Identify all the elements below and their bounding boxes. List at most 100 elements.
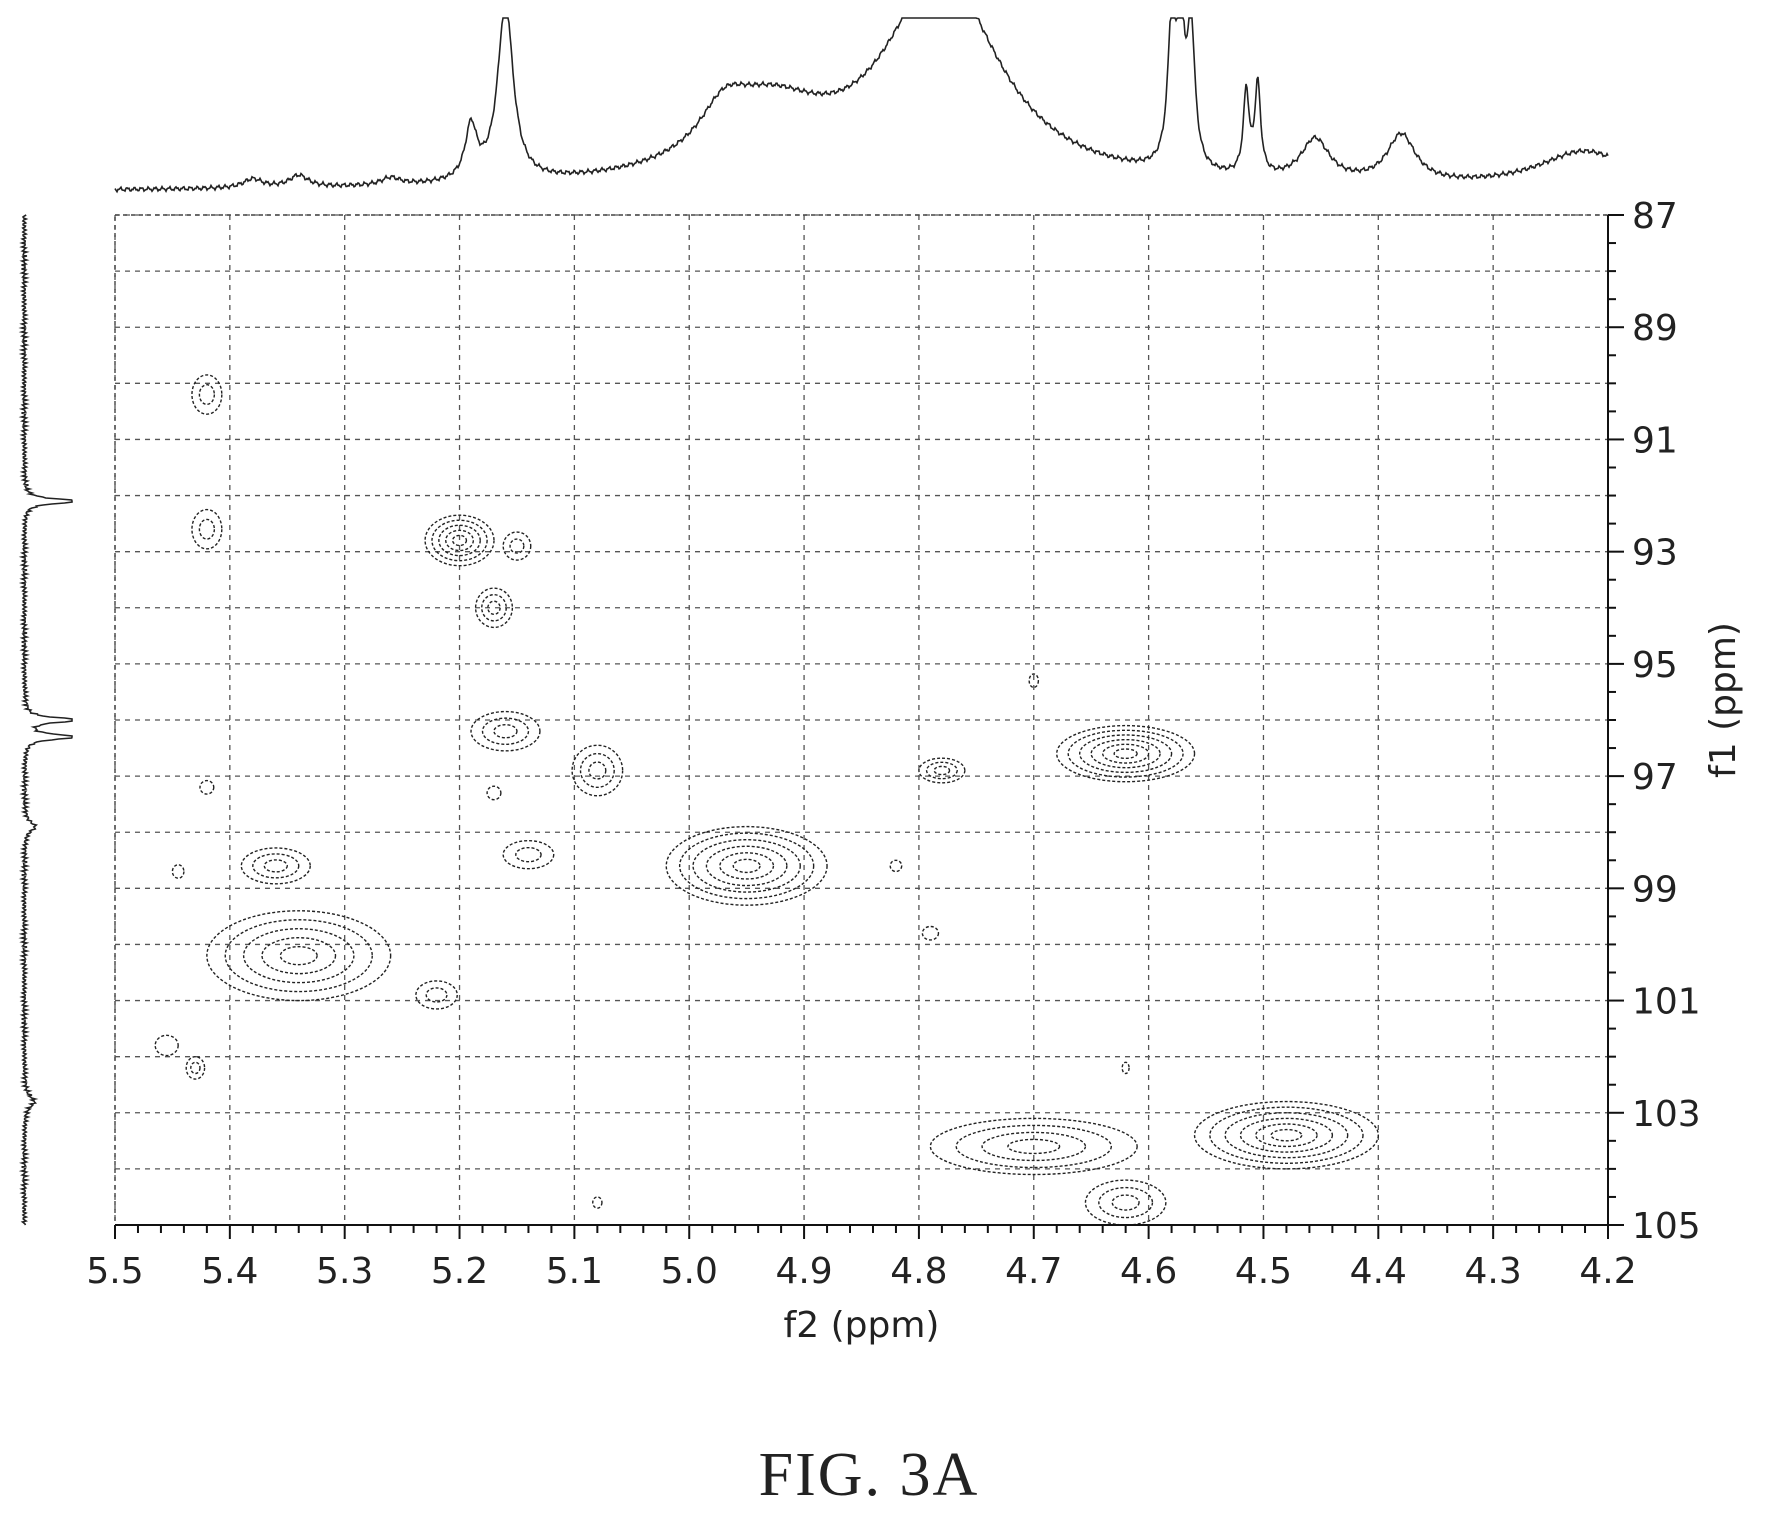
cross-peak-0-contour <box>191 374 223 415</box>
cross-peak-12-contour <box>692 839 801 893</box>
cross-peak-23-contour <box>1270 1128 1303 1142</box>
cross-peak-20 <box>154 1034 179 1057</box>
cross-peak-21-contour <box>185 1055 206 1080</box>
cross-peak-6 <box>571 744 624 797</box>
cross-peak-24-contour <box>981 1131 1087 1162</box>
cross-peak-23-contour <box>1209 1106 1364 1164</box>
cross-peak-23-contour <box>1224 1112 1349 1159</box>
cross-peak-1-contour <box>198 518 216 540</box>
cross-peak-9-contour <box>515 846 542 863</box>
cross-peak-2 <box>424 514 495 567</box>
cross-peak-25 <box>1084 1179 1167 1226</box>
x-tick-label: 4.7 <box>1005 1251 1062 1292</box>
y-tick-label: 97 <box>1632 757 1678 798</box>
cross-peak-17-contour <box>1056 724 1196 783</box>
cross-peak-10-contour <box>263 859 288 873</box>
y-axis: 87 89 91 93 95 97 99 101 103 105 <box>1607 196 1701 1247</box>
y-tick-label: 95 <box>1632 645 1678 686</box>
x-tick-label: 4.4 <box>1350 1251 1407 1292</box>
cross-peak-12-contour <box>732 858 761 874</box>
cross-peak-6-contour <box>588 761 607 780</box>
cross-peak-11 <box>171 864 185 879</box>
cross-peak-6-contour <box>579 752 615 789</box>
cross-peak-23-contour <box>1239 1117 1334 1153</box>
x-tick-label: 4.5 <box>1235 1251 1292 1292</box>
cross-peak-22 <box>1121 1061 1130 1075</box>
cross-peak-13-contour <box>889 859 903 873</box>
cross-peak-18-contour <box>279 945 318 966</box>
cross-peak-4-contour <box>481 593 507 622</box>
x-axis-title: f2 (ppm) <box>784 1305 940 1346</box>
y-tick-label: 99 <box>1632 869 1678 910</box>
cross-peak-16-contour <box>921 925 940 941</box>
x-tick-label: 4.6 <box>1120 1251 1177 1292</box>
cross-peak-7-contour <box>486 785 502 801</box>
cross-peak-1 <box>191 508 223 550</box>
cross-peak-10-contour <box>240 847 311 885</box>
cross-peak-24-contour <box>955 1124 1112 1169</box>
cross-peak-6-contour <box>571 744 624 797</box>
cross-peak-18 <box>206 910 392 1002</box>
cross-peak-23-contour <box>1255 1123 1318 1148</box>
cross-peak-21-contour <box>190 1061 201 1075</box>
x-tick-label: 4.3 <box>1465 1251 1522 1292</box>
cross-peak-23 <box>1193 1100 1380 1170</box>
f1-projection-trace <box>18 214 73 1226</box>
cross-peak-26 <box>592 1196 603 1209</box>
cross-peak-5-contour <box>470 710 541 752</box>
cross-peak-19-contour <box>425 987 448 1003</box>
cross-peak-14-contour <box>918 757 966 784</box>
cross-peak-5-contour <box>493 723 518 739</box>
y-tick-label: 101 <box>1632 982 1701 1023</box>
cross-peak-12-contour <box>665 825 828 906</box>
cross-peak-20-contour <box>154 1034 179 1057</box>
x-tick-label: 5.4 <box>201 1251 258 1292</box>
cross-peak-0 <box>191 374 223 415</box>
x-axis: 5.5 5.4 5.3 5.2 5.1 5.0 4.9 4.8 4.7 4.6 4.5 4.4 4.3 4… <box>86 1224 1637 1292</box>
y-axis-title: f1 (ppm) <box>1703 622 1744 778</box>
cross-peak-12-contour <box>705 845 788 887</box>
cross-peak-12 <box>665 825 828 906</box>
x-tick-label: 5.1 <box>546 1251 603 1292</box>
cross-peak-7 <box>486 785 502 801</box>
cross-peak-12-contour <box>719 852 775 880</box>
cross-peak-15-contour <box>1028 673 1040 689</box>
f2-projection-trace <box>114 17 1609 194</box>
y-tick-label: 103 <box>1632 1094 1701 1135</box>
cross-peak-2-contour <box>451 534 468 547</box>
cross-peak-9 <box>502 839 555 870</box>
x-tick-label: 5.3 <box>316 1251 373 1292</box>
grid-lines <box>114 214 1609 1226</box>
cross-peak-0-contour <box>198 384 216 406</box>
x-tick-label: 4.8 <box>890 1251 947 1292</box>
cross-peak-14-contour <box>925 761 958 780</box>
cross-peak-8 <box>199 779 215 795</box>
y-tick-label: 93 <box>1632 533 1678 574</box>
cross-peak-24-contour <box>929 1117 1138 1176</box>
cross-peak-25-contour <box>1084 1179 1167 1226</box>
y-tick-label: 91 <box>1632 420 1678 461</box>
cross-peaks <box>154 374 1380 1226</box>
cross-peak-3-contour <box>502 531 532 561</box>
cross-peak-4-contour <box>487 600 501 616</box>
cross-peak-18-contour <box>261 937 337 975</box>
cross-peak-19-contour <box>415 980 458 1010</box>
cross-peak-4 <box>474 587 514 629</box>
cross-peak-2-contour <box>445 529 475 552</box>
cross-peak-5 <box>470 710 541 752</box>
y-tick-label: 89 <box>1632 308 1678 349</box>
cross-peak-14 <box>918 757 966 784</box>
cross-peak-2-contour <box>438 524 481 557</box>
cross-peak-17-contour <box>1113 748 1138 760</box>
f1-projection-spectrum <box>18 214 73 1226</box>
cross-peak-16 <box>921 925 940 941</box>
cross-peak-17-contour <box>1079 734 1173 774</box>
cross-peak-18-contour <box>242 928 355 984</box>
cross-peak-4-contour <box>474 587 514 629</box>
cross-peak-2-contour <box>424 514 495 567</box>
f2-projection-spectrum <box>114 17 1609 194</box>
figure-caption: FIG. 3A <box>759 1441 980 1509</box>
cross-peak-18-contour <box>224 919 373 993</box>
cross-peak-1-contour <box>191 508 223 550</box>
